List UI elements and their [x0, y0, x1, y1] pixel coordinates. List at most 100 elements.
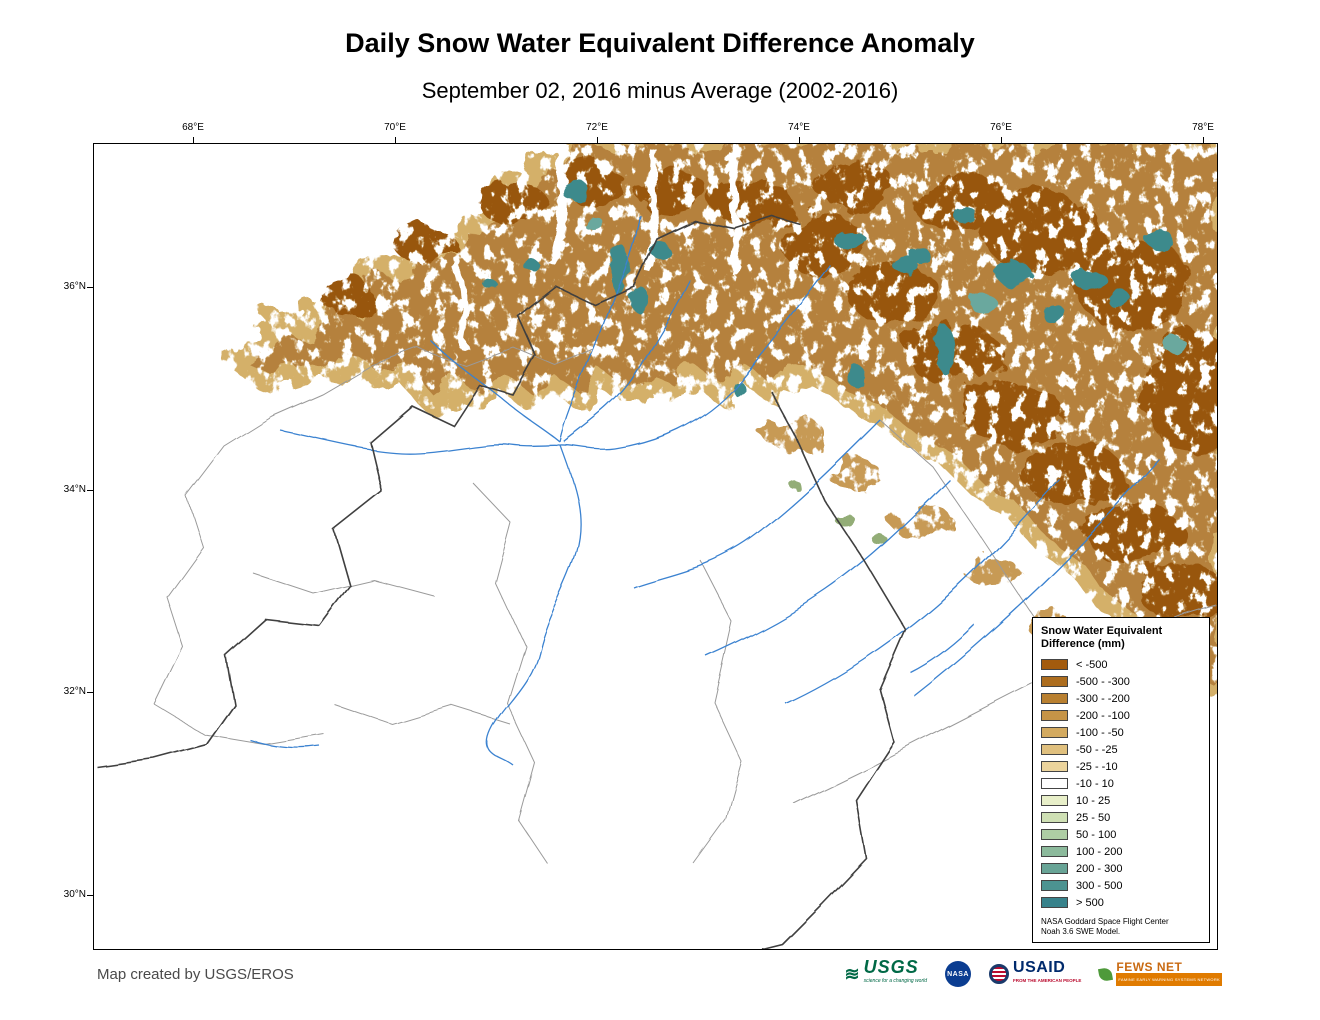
- lat-tick-mark: [87, 692, 93, 693]
- nasa-logo: NASA: [945, 961, 972, 987]
- river: [429, 339, 561, 443]
- lon-tick-mark: [395, 137, 396, 143]
- lat-tick-mark: [87, 490, 93, 491]
- lat-tick-mark: [87, 895, 93, 896]
- legend-entry-label: -300 - -200: [1076, 692, 1130, 705]
- legend-swatch: [1041, 710, 1068, 721]
- legend-swatch: [1041, 795, 1068, 806]
- legend-entry-label: -500 - -300: [1076, 675, 1130, 688]
- river: [279, 429, 561, 453]
- lon-tick-label: 68°E: [182, 122, 204, 133]
- teal-light-layer: [584, 217, 1186, 352]
- lon-tick-label: 78°E: [1192, 122, 1214, 133]
- page-subtitle: September 02, 2016 minus Average (2002-2…: [421, 78, 899, 103]
- legend-entry: -25 - -10: [1041, 758, 1201, 775]
- legend-entry-label: -50 - -25: [1076, 743, 1118, 756]
- river: [785, 479, 1061, 705]
- legend-entry: -300 - -200: [1041, 690, 1201, 707]
- legend-entry-label: -25 - -10: [1076, 760, 1118, 773]
- legend-entry-label: < -500: [1076, 658, 1108, 671]
- legend-swatch: [1041, 659, 1068, 670]
- lon-tick-label: 70°E: [384, 122, 406, 133]
- map-credit: Map created by USGS/EROS: [97, 966, 294, 983]
- fews-net-logo: FEWS NET FAMINE EARLY WARNING SYSTEMS NE…: [1098, 960, 1222, 986]
- legend-entry-label: -200 - -100: [1076, 709, 1130, 722]
- legend: Snow Water Equivalent Difference (mm) < …: [1032, 617, 1210, 943]
- usaid-tagline: FROM THE AMERICAN PEOPLE: [1013, 978, 1082, 983]
- legend-entry: -200 - -100: [1041, 707, 1201, 724]
- legend-note: NASA Goddard Space Flight Center Noah 3.…: [1041, 917, 1169, 936]
- river: [559, 264, 831, 450]
- lat-tick-label: 36°N: [63, 281, 86, 292]
- lon-tick-label: 72°E: [586, 122, 608, 133]
- legend-entry-label: 50 - 100: [1076, 828, 1117, 841]
- legend-entry: -100 - -50: [1041, 724, 1201, 741]
- legend-swatch: [1041, 727, 1068, 738]
- usaid-logo-text: USAID: [1013, 959, 1066, 976]
- fews-net-logo-text: FEWS NET: [1116, 960, 1183, 974]
- river: [909, 623, 975, 673]
- legend-entry: 25 - 50: [1041, 809, 1201, 826]
- legend-entry-label: 100 - 200: [1076, 845, 1123, 858]
- legend-swatch: [1041, 744, 1068, 755]
- river: [559, 214, 641, 443]
- map-svg: [94, 144, 1217, 949]
- lat-tick-label: 32°N: [63, 686, 86, 697]
- lon-tick-mark: [193, 137, 194, 143]
- river: [913, 459, 1161, 697]
- legend-swatch: [1041, 693, 1068, 704]
- legend-swatch: [1041, 880, 1068, 891]
- boundary-east: [761, 389, 907, 949]
- legend-entry: 10 - 25: [1041, 792, 1201, 809]
- legend-swatch: [1041, 897, 1068, 908]
- legend-entry-label: -10 - 10: [1076, 777, 1114, 790]
- legend-swatch: [1041, 676, 1068, 687]
- usgs-logo-text: USGS: [863, 957, 919, 977]
- legend-entry: 50 - 100: [1041, 826, 1201, 843]
- lat-tick-label: 34°N: [63, 484, 86, 495]
- legend-entry-label: 25 - 50: [1076, 811, 1111, 824]
- legend-entry: -50 - -25: [1041, 741, 1201, 758]
- boundary-west: [95, 215, 801, 767]
- legend-entry-label: 10 - 25: [1076, 794, 1111, 807]
- legend-entry: < -500: [1041, 656, 1201, 673]
- river: [705, 479, 951, 657]
- logo-strip: ≋ USGS science for a changing world NASA…: [844, 957, 1222, 988]
- lon-tick-mark: [597, 137, 598, 143]
- legend-swatch: [1041, 812, 1068, 823]
- legend-title: Snow Water Equivalent Difference (mm): [1041, 625, 1163, 650]
- legend-entry: 100 - 200: [1041, 843, 1201, 860]
- lat-tick-label: 30°N: [63, 889, 86, 900]
- legend-swatch: [1041, 829, 1068, 840]
- map-canvas: Snow Water Equivalent Difference (mm) < …: [93, 143, 1218, 950]
- lon-tick-mark: [1001, 137, 1002, 143]
- usgs-logo: ≋ USGS science for a changing world: [844, 957, 928, 988]
- river: [486, 444, 581, 767]
- usaid-logo: USAID FROM THE AMERICAN PEOPLE: [989, 959, 1082, 987]
- usaid-emblem-icon: [989, 964, 1010, 984]
- river: [249, 739, 321, 749]
- lon-tick-label: 76°E: [990, 122, 1012, 133]
- valley-layer: [450, 144, 742, 352]
- page-title: Daily Snow Water Equivalent Difference A…: [345, 28, 975, 58]
- legend-entry-label: > 500: [1076, 896, 1104, 909]
- lon-tick-label: 74°E: [788, 122, 810, 133]
- river: [563, 279, 691, 443]
- fews-net-tagline: FAMINE EARLY WARNING SYSTEMS NETWORK: [1116, 973, 1222, 986]
- boundary-layer: [95, 215, 907, 949]
- legend-entry: -500 - -300: [1041, 673, 1201, 690]
- legend-swatch: [1041, 863, 1068, 874]
- legend-entry: 200 - 300: [1041, 860, 1201, 877]
- nasa-meatball-icon: NASA: [945, 961, 972, 987]
- legend-entry: -10 - 10: [1041, 775, 1201, 792]
- legend-swatch: [1041, 761, 1068, 772]
- lat-tick-mark: [87, 287, 93, 288]
- usgs-tagline: science for a changing world: [863, 978, 928, 984]
- teal-anomaly-layer: [483, 180, 1174, 398]
- legend-swatch: [1041, 846, 1068, 857]
- legend-entry-label: 200 - 300: [1076, 862, 1123, 875]
- usgs-wave-icon: ≋: [844, 964, 860, 984]
- terrain-darkbrown-layer: [316, 160, 1217, 622]
- lon-tick-mark: [1203, 137, 1204, 143]
